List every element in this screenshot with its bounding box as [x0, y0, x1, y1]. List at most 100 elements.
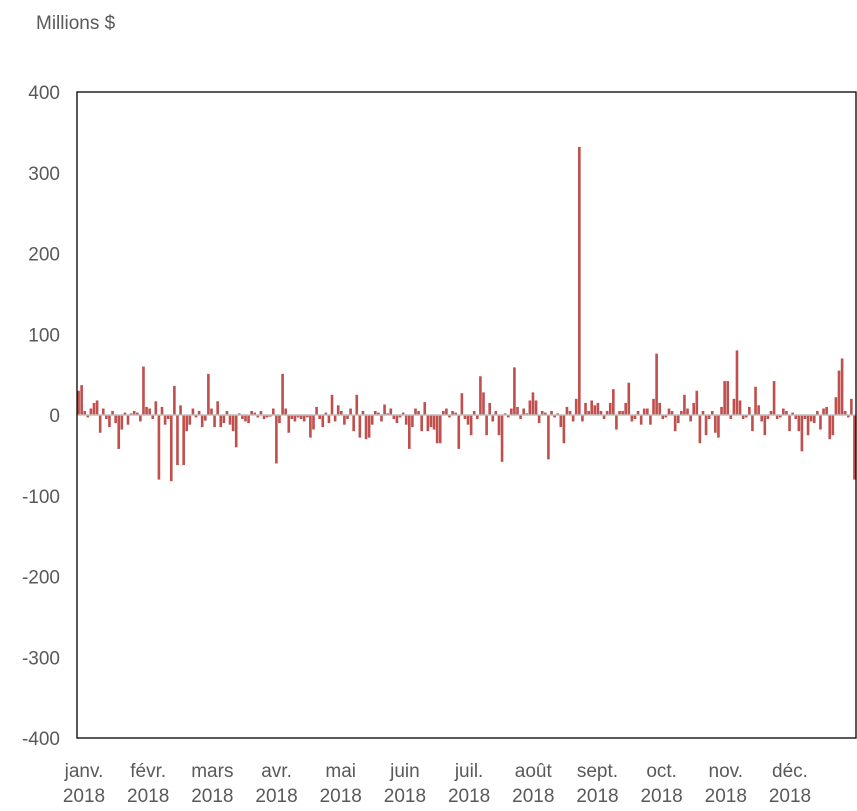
bar [503, 413, 507, 415]
x-tick-month-label: janv. [64, 761, 104, 782]
bar [219, 415, 223, 428]
bar [395, 415, 399, 424]
bar [423, 402, 427, 415]
bar [463, 415, 467, 420]
bar [120, 415, 124, 430]
y-axis-ticks: 400 300 200 100 0 -100 -200 -300 -400 [22, 83, 60, 750]
x-tick-month-label: mai [325, 761, 356, 782]
bar [389, 408, 393, 415]
bar [834, 397, 838, 415]
bar [169, 415, 173, 482]
bar [349, 408, 352, 415]
bar [429, 415, 433, 428]
bar [624, 402, 628, 415]
bar [197, 410, 201, 415]
bar [528, 400, 532, 415]
bar [299, 415, 303, 420]
bar [108, 415, 111, 428]
bar [476, 415, 479, 420]
bar [200, 415, 204, 428]
bar [513, 367, 516, 415]
bar [593, 405, 597, 415]
bar [794, 415, 798, 420]
bar [806, 415, 810, 436]
bar [822, 408, 825, 415]
bar [615, 415, 618, 430]
bar [361, 410, 365, 415]
bar [630, 415, 634, 422]
bar [837, 370, 841, 415]
bar [701, 410, 705, 415]
bar [686, 408, 689, 415]
bar [516, 406, 519, 415]
x-tick-month-label: févr. [130, 761, 166, 782]
bar [741, 415, 745, 420]
bar [392, 415, 396, 420]
bar [531, 392, 535, 415]
bar [265, 415, 269, 418]
bar [253, 412, 257, 415]
y-tick-label: 300 [28, 164, 60, 185]
bar [111, 410, 114, 415]
bar [160, 406, 164, 415]
bar [367, 415, 371, 438]
bar [228, 415, 232, 425]
bar [154, 401, 158, 415]
bar [284, 408, 287, 415]
bar [188, 415, 192, 425]
bar [738, 400, 742, 415]
bar [129, 413, 133, 415]
bar [581, 415, 584, 422]
bar [309, 415, 312, 438]
bar [318, 415, 321, 420]
x-tick-month-label: sept. [577, 761, 618, 782]
bar [256, 415, 260, 418]
bar [101, 408, 105, 415]
x-tick-month-label: nov. [709, 761, 744, 782]
bar [766, 415, 770, 420]
bar [278, 415, 281, 424]
bar [445, 408, 448, 415]
bar [166, 415, 170, 420]
bar [370, 415, 374, 425]
bar [757, 405, 760, 415]
bar [86, 415, 90, 418]
bar [785, 410, 788, 415]
bar [305, 415, 309, 418]
bar [234, 415, 238, 448]
bar [612, 389, 615, 415]
bar [346, 415, 349, 420]
bar [442, 410, 445, 415]
bar [584, 402, 587, 415]
bar [132, 410, 136, 415]
bar [435, 415, 439, 444]
y-tick-label: 0 [49, 406, 60, 427]
bar [710, 410, 714, 415]
bar [290, 415, 294, 420]
bar [77, 390, 80, 415]
bar [550, 410, 553, 415]
bar [763, 415, 767, 436]
y-axis-unit-label: Millions $ [36, 13, 116, 34]
bar [105, 415, 108, 420]
bar [179, 405, 182, 415]
bar [302, 415, 306, 422]
bar [336, 405, 340, 415]
bar [791, 412, 794, 415]
bar [754, 386, 757, 415]
bar [562, 415, 566, 444]
bar [408, 415, 411, 449]
bar [203, 415, 207, 421]
bar [633, 415, 637, 420]
bar [676, 415, 680, 424]
bar [670, 410, 674, 415]
bar [571, 415, 575, 422]
bar [695, 390, 699, 415]
bar [646, 408, 649, 415]
bar [488, 402, 491, 415]
bar [812, 415, 816, 424]
bar [782, 408, 785, 415]
x-tick-year-label: 2018 [640, 786, 682, 806]
